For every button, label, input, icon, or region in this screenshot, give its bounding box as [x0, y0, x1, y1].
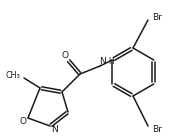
Text: N: N	[99, 56, 105, 66]
Text: H: H	[108, 58, 114, 67]
Text: N: N	[51, 125, 57, 135]
Text: Br: Br	[152, 13, 162, 22]
Text: O: O	[20, 116, 26, 125]
Text: CH₃: CH₃	[5, 71, 20, 79]
Text: O: O	[61, 51, 68, 59]
Text: Br: Br	[152, 124, 162, 133]
